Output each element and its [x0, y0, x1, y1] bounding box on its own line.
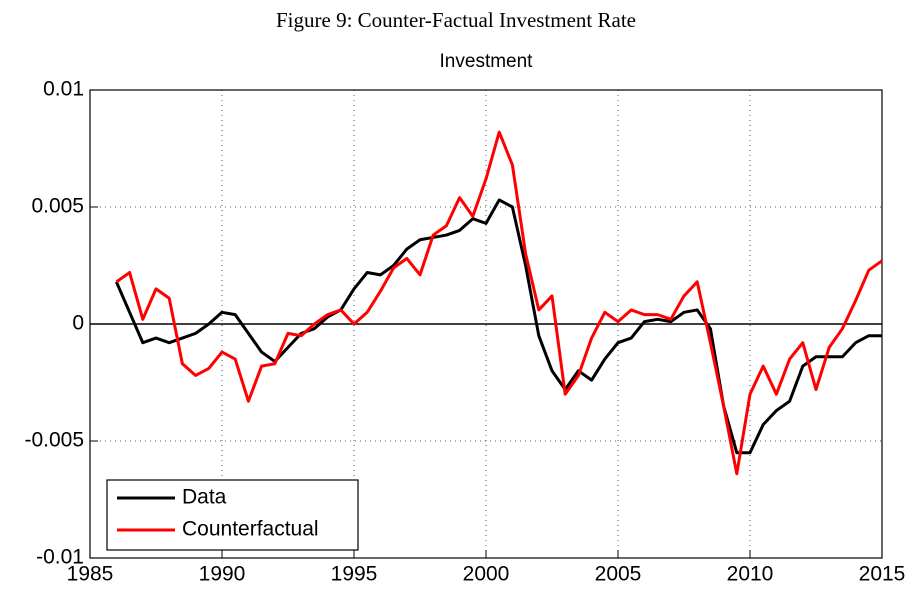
data-line: [115, 198, 882, 455]
x-tick-label: 2010: [727, 563, 774, 586]
data-line: [115, 130, 883, 476]
y-tick-label: -0.01: [36, 546, 84, 569]
x-tick-label: 1995: [331, 563, 378, 586]
x-tick-label: 2005: [595, 563, 642, 586]
x-tick-label: 2000: [463, 563, 510, 586]
chart-title: Figure 9: Counter-Factual Investment Rat…: [276, 8, 636, 32]
y-tick-label: 0.005: [31, 195, 84, 218]
x-tick-label: 2015: [859, 563, 906, 586]
chart-subtitle: Investment: [440, 51, 534, 72]
y-tick-label: 0.01: [43, 78, 84, 101]
x-tick-label: 1985: [67, 563, 114, 586]
y-tick-label: -0.005: [24, 429, 84, 452]
legend-label: Counterfactual: [182, 518, 319, 541]
legend-label: Data: [182, 486, 227, 509]
x-tick-label: 1990: [199, 563, 246, 586]
legend-box: [106, 479, 359, 551]
plot-frame: [89, 89, 883, 559]
y-tick-label: 0: [72, 312, 84, 335]
